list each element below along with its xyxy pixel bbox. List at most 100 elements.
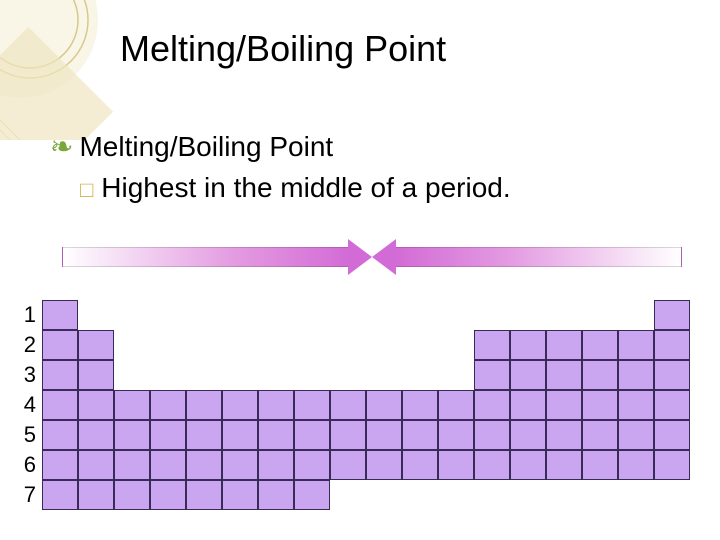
element-cell	[582, 390, 618, 420]
arrow-left-icon	[372, 243, 682, 271]
period-label: 7	[24, 480, 42, 510]
element-cell	[618, 360, 654, 390]
element-cell	[150, 450, 186, 480]
empty-cell	[114, 330, 150, 360]
element-cell	[150, 420, 186, 450]
element-cell	[582, 330, 618, 360]
element-cell	[294, 480, 330, 510]
empty-cell	[618, 300, 654, 330]
empty-cell	[366, 480, 402, 510]
element-cell	[654, 360, 690, 390]
empty-cell	[582, 300, 618, 330]
element-cell	[258, 420, 294, 450]
period-label: 2	[24, 330, 42, 360]
converging-arrows	[62, 232, 682, 282]
periodic-table-outline: 1234567	[24, 300, 690, 510]
empty-cell	[330, 330, 366, 360]
element-cell	[258, 450, 294, 480]
element-cell	[186, 420, 222, 450]
element-cell	[330, 450, 366, 480]
period-label: 1	[24, 300, 42, 330]
period-row: 5	[24, 420, 690, 450]
element-cell	[402, 450, 438, 480]
empty-cell	[402, 360, 438, 390]
element-cell	[474, 450, 510, 480]
element-cell	[294, 390, 330, 420]
element-cell	[510, 360, 546, 390]
element-cell	[294, 420, 330, 450]
empty-cell	[150, 360, 186, 390]
element-cell	[150, 480, 186, 510]
bullet1-text: Melting/Boiling Point	[79, 131, 333, 163]
element-cell	[114, 450, 150, 480]
element-cell	[42, 300, 78, 330]
element-cell	[546, 360, 582, 390]
arrow-right-icon	[62, 243, 372, 271]
element-cell	[150, 390, 186, 420]
element-cell	[654, 390, 690, 420]
element-cell	[582, 450, 618, 480]
element-cell	[258, 390, 294, 420]
period-label: 3	[24, 360, 42, 390]
element-cell	[582, 420, 618, 450]
element-cell	[474, 330, 510, 360]
empty-cell	[294, 330, 330, 360]
element-cell	[114, 420, 150, 450]
element-cell	[330, 420, 366, 450]
element-cell	[654, 330, 690, 360]
empty-cell	[222, 300, 258, 330]
empty-cell	[186, 330, 222, 360]
bullet-level-1: ❧ Melting/Boiling Point	[50, 130, 333, 163]
element-cell	[510, 450, 546, 480]
element-cell	[114, 390, 150, 420]
empty-cell	[150, 300, 186, 330]
empty-cell	[366, 360, 402, 390]
empty-cell	[438, 480, 474, 510]
element-cell	[222, 420, 258, 450]
element-cell	[222, 390, 258, 420]
empty-cell	[222, 360, 258, 390]
empty-cell	[546, 480, 582, 510]
element-cell	[186, 480, 222, 510]
empty-cell	[186, 300, 222, 330]
empty-cell	[258, 360, 294, 390]
empty-cell	[438, 300, 474, 330]
element-cell	[546, 450, 582, 480]
element-cell	[42, 360, 78, 390]
empty-cell	[114, 300, 150, 330]
element-cell	[654, 420, 690, 450]
element-cell	[42, 420, 78, 450]
bullet2-text: Highest in the middle of a period.	[101, 172, 510, 204]
element-cell	[294, 450, 330, 480]
element-cell	[330, 390, 366, 420]
slide-title: Melting/Boiling Point	[120, 28, 446, 70]
square-bullet-icon: □	[80, 177, 93, 203]
element-cell	[438, 450, 474, 480]
element-cell	[510, 390, 546, 420]
element-cell	[78, 450, 114, 480]
period-row: 6	[24, 450, 690, 480]
element-cell	[546, 330, 582, 360]
empty-cell	[258, 330, 294, 360]
element-cell	[546, 420, 582, 450]
empty-cell	[294, 300, 330, 330]
element-cell	[186, 390, 222, 420]
element-cell	[582, 360, 618, 390]
empty-cell	[474, 480, 510, 510]
bullet-level-2: □ Highest in the middle of a period.	[80, 172, 511, 204]
element-cell	[222, 480, 258, 510]
element-cell	[78, 390, 114, 420]
empty-cell	[654, 480, 690, 510]
element-cell	[546, 390, 582, 420]
empty-cell	[330, 480, 366, 510]
element-cell	[618, 330, 654, 360]
element-cell	[618, 390, 654, 420]
element-cell	[510, 420, 546, 450]
empty-cell	[582, 480, 618, 510]
period-row: 1	[24, 300, 690, 330]
empty-cell	[78, 300, 114, 330]
empty-cell	[186, 360, 222, 390]
flourish-icon: ❧	[50, 130, 73, 163]
period-label: 6	[24, 450, 42, 480]
element-cell	[654, 450, 690, 480]
